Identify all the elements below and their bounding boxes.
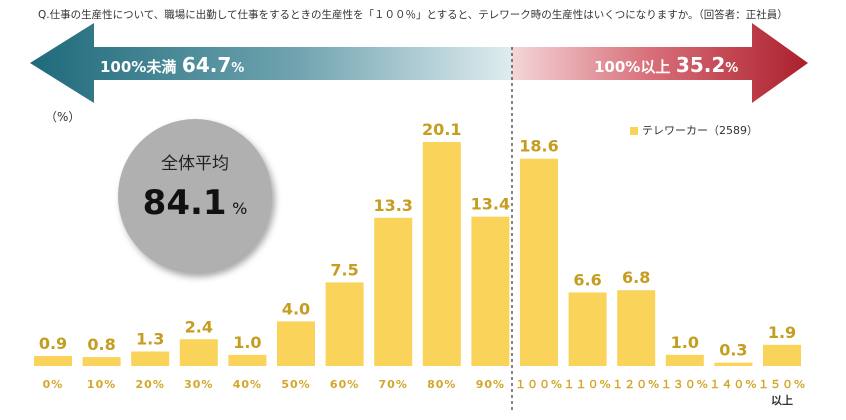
value-label-150%: 1.9 [768, 323, 796, 342]
category-label-120%: １２０% [612, 378, 660, 391]
left-arrow-symbol: % [231, 61, 245, 76]
value-label-70%: 13.3 [373, 196, 412, 215]
value-label-40%: 1.0 [233, 333, 261, 352]
category-sublabel-150%: 以上 [771, 393, 793, 407]
legend-label: テレワーカー（2589） [642, 124, 758, 137]
average-circle: 全体平均 84.1 % [118, 119, 272, 273]
category-label-30%: 30% [184, 378, 213, 391]
average-unit: % [232, 199, 248, 218]
bar-0% [34, 355, 72, 366]
bar-100% [520, 158, 558, 366]
category-label-150%: １５０% [758, 378, 806, 391]
category-label-100%: １００% [515, 378, 563, 391]
average-value: 84.1 [142, 183, 227, 223]
right-arrow-label: 100%以上 35.2% [594, 53, 738, 77]
value-label-10%: 0.8 [87, 335, 115, 354]
legend: テレワーカー（2589） [630, 122, 758, 138]
bar-60% [325, 282, 364, 366]
category-label-140%: １４０% [709, 378, 757, 391]
bar-70% [374, 217, 413, 366]
average-value-wrap: 84.1 % [118, 183, 272, 223]
value-label-100%: 18.6 [519, 137, 558, 156]
right-arrow-caption: 100%以上 [594, 58, 671, 76]
category-label-60%: 60% [330, 378, 359, 391]
category-label-70%: 70% [379, 378, 408, 391]
category-label-130%: １３０% [661, 378, 709, 391]
bar-30% [179, 339, 218, 366]
value-label-30%: 2.4 [185, 317, 213, 336]
right-arrow-symbol: % [725, 61, 739, 76]
category-label-110%: １１０% [564, 378, 612, 391]
category-label-50%: 50% [281, 378, 310, 391]
left-arrow-shape [30, 23, 512, 103]
category-label-10%: 10% [87, 378, 116, 391]
value-label-60%: 7.5 [330, 260, 358, 279]
bar-150% [763, 344, 801, 366]
bar-80% [422, 142, 461, 366]
category-label-40%: 40% [233, 378, 262, 391]
legend-swatch [630, 127, 638, 135]
average-title: 全体平均 [161, 154, 229, 174]
value-label-110%: 6.6 [573, 270, 601, 289]
right-arrow-value: 35.2 [675, 53, 726, 77]
bar-120% [617, 290, 656, 366]
y-unit-label: （%） [45, 110, 81, 124]
value-label-140%: 0.3 [719, 341, 747, 360]
question-text: Q.仕事の生産性について、職場に出勤して仕事をするときの生産性を「１００％」とす… [38, 9, 788, 21]
value-label-80%: 20.1 [422, 120, 461, 139]
category-label-80%: 80% [427, 378, 456, 391]
bar-50% [277, 321, 315, 366]
category-label-20%: 20% [136, 378, 165, 391]
bar-140% [714, 362, 753, 366]
category-label-0%: 0% [43, 378, 64, 391]
bar-110% [568, 292, 607, 366]
bar-20% [131, 351, 170, 366]
left-arrow-value: 64.7 [181, 53, 232, 77]
bar-130% [665, 354, 704, 366]
category-label-90%: 90% [476, 378, 505, 391]
value-label-90%: 13.4 [471, 195, 510, 214]
value-label-20%: 1.3 [136, 330, 164, 349]
value-label-50%: 4.0 [282, 299, 310, 318]
value-label-120%: 6.8 [622, 268, 650, 287]
value-label-0%: 0.9 [39, 334, 67, 353]
right-arrow-shape [512, 23, 808, 103]
bar-40% [228, 354, 267, 366]
bar-10% [82, 357, 121, 366]
bar-90% [471, 216, 510, 366]
left-arrow-caption: 100%未満 [100, 58, 177, 76]
value-label-130%: 1.0 [671, 333, 699, 352]
left-arrow-label: 100%未満 64.7% [100, 53, 244, 77]
